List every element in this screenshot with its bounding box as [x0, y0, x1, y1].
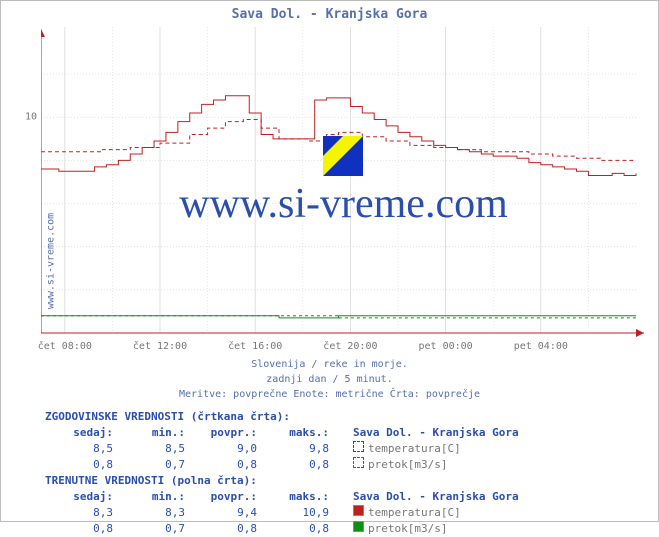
chart-title: Sava Dol. - Kranjska Gora	[1, 7, 658, 22]
station-name: Sava Dol. - Kranjska Gora	[353, 489, 519, 505]
caption-line: Slovenija / reke in morje.	[1, 357, 658, 372]
stat-min: 0,7	[113, 457, 185, 473]
caption-line: zadnji dan / 5 minut.	[1, 372, 658, 387]
table-row: 0,80,70,80,8pretok[m3/s]	[45, 521, 519, 537]
stat-min: 8,5	[113, 441, 185, 457]
series-label: pretok[m3/s]	[368, 457, 447, 473]
table-row: 8,38,39,410,9temperatura[C]	[45, 505, 519, 521]
current-header: TRENUTNE VREDNOSTI (polna črta):	[45, 473, 519, 489]
stat-maks: 0,8	[257, 521, 329, 537]
table-row: 8,58,59,09,8temperatura[C]	[45, 441, 519, 457]
chart-captions: Slovenija / reke in morje. zadnji dan / …	[1, 357, 658, 402]
series-swatch	[353, 521, 364, 532]
x-ticks: čet 08:00 čet 12:00 čet 16:00 čet 20:00 pet …	[41, 341, 646, 355]
stat-min: 0,7	[113, 521, 185, 537]
stat-sedaj: 0,8	[45, 521, 113, 537]
plot-area: 10	[41, 27, 646, 337]
historical-header: ZGODOVINSKE VREDNOSTI (črtkana črta):	[45, 409, 519, 425]
table-row: 0,80,70,80,8pretok[m3/s]	[45, 457, 519, 473]
x-tick: čet 12:00	[133, 341, 187, 352]
stat-maks: 9,8	[257, 441, 329, 457]
stat-min: 8,3	[113, 505, 185, 521]
stat-sedaj: 8,5	[45, 441, 113, 457]
x-tick: pet 04:00	[514, 341, 568, 352]
chart-card: Sava Dol. - Kranjska Gora www.si-vreme.c…	[0, 0, 659, 522]
current-columns: sedaj: min.: povpr.: maks.: Sava Dol. - …	[45, 489, 519, 505]
stat-povpr: 9,0	[185, 441, 257, 457]
station-name: Sava Dol. - Kranjska Gora	[353, 425, 519, 441]
series-swatch	[353, 441, 364, 452]
historical-columns: sedaj: min.: povpr.: maks.: Sava Dol. - …	[45, 425, 519, 441]
series-swatch	[353, 457, 364, 468]
stat-sedaj: 8,3	[45, 505, 113, 521]
stat-sedaj: 0,8	[45, 457, 113, 473]
x-tick: čet 20:00	[323, 341, 377, 352]
x-tick: pet 00:00	[419, 341, 473, 352]
stats-tables: ZGODOVINSKE VREDNOSTI (črtkana črta): se…	[45, 409, 519, 537]
stat-maks: 10,9	[257, 505, 329, 521]
series-label: pretok[m3/s]	[368, 521, 447, 537]
stat-povpr: 9,4	[185, 505, 257, 521]
series-swatch	[353, 505, 364, 516]
caption-line: Meritve: povprečne Enote: metrične Črta:…	[1, 387, 658, 402]
chart-svg	[41, 27, 646, 337]
series-label: temperatura[C]	[368, 441, 461, 457]
y-tick: 10	[25, 112, 37, 123]
series-label: temperatura[C]	[368, 505, 461, 521]
x-tick: čet 08:00	[38, 341, 92, 352]
stat-povpr: 0,8	[185, 457, 257, 473]
stat-povpr: 0,8	[185, 521, 257, 537]
x-tick: čet 16:00	[228, 341, 282, 352]
stat-maks: 0,8	[257, 457, 329, 473]
